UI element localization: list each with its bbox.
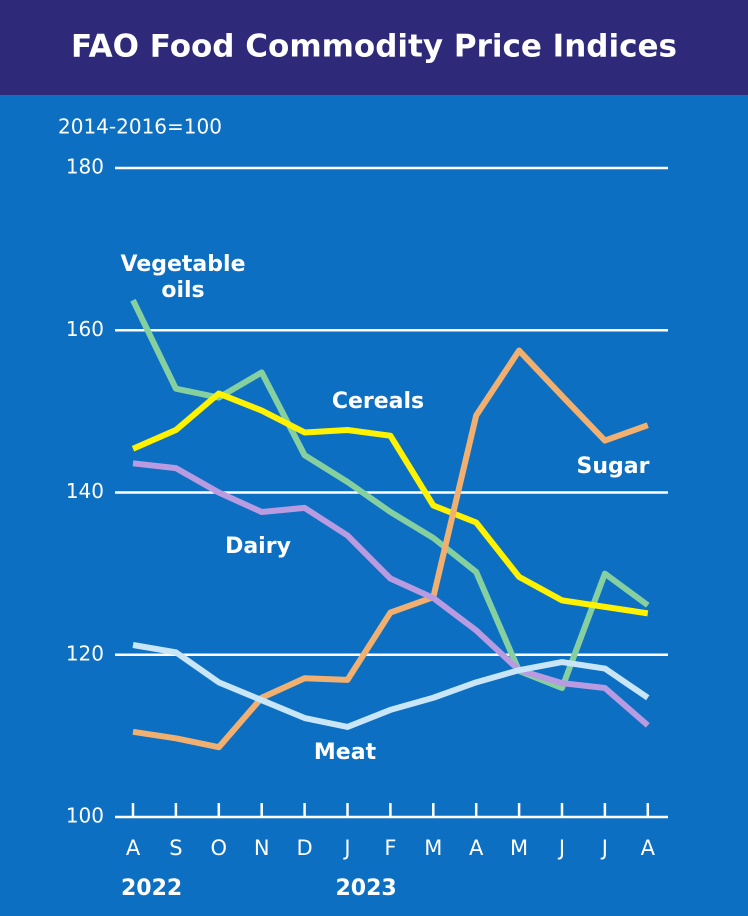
x-tick-label: M xyxy=(510,836,528,860)
y-axis-label: 2014-2016=100 xyxy=(58,115,222,139)
series-line xyxy=(130,298,650,692)
x-tick-label: S xyxy=(169,836,182,860)
x-tick-label: A xyxy=(469,836,484,860)
y-tick-label: 120 xyxy=(66,641,104,665)
series-line xyxy=(132,347,649,751)
chart-title: FAO Food Commodity Price Indices xyxy=(71,29,677,65)
x-tick-label: J xyxy=(557,836,565,860)
year-label: 2022 xyxy=(121,876,182,901)
x-tick-label: D xyxy=(297,836,313,860)
legend-label: Cereals xyxy=(332,389,424,414)
legend-label: Meat xyxy=(314,740,377,765)
y-tick-label: 100 xyxy=(66,804,104,828)
x-tick-label: J xyxy=(600,836,608,860)
x-tick-label: N xyxy=(254,836,270,860)
x-tick-label: A xyxy=(126,836,141,860)
x-tick-label: M xyxy=(424,836,442,860)
x-tick-label: A xyxy=(641,836,656,860)
y-tick-label: 160 xyxy=(66,317,104,341)
series-line xyxy=(132,460,650,728)
legend-label: Sugar xyxy=(577,454,650,479)
y-tick-label: 140 xyxy=(66,479,104,503)
y-tick-label: 180 xyxy=(66,155,104,179)
legend-label: Vegetable oils xyxy=(121,252,246,303)
series-line xyxy=(131,390,649,617)
title-band xyxy=(0,0,748,95)
x-tick-label: F xyxy=(384,836,396,860)
series-line xyxy=(132,642,650,730)
legend-label: Dairy xyxy=(225,534,291,559)
x-tick-label: J xyxy=(342,836,350,860)
x-tick-label: O xyxy=(211,836,228,860)
year-label: 2023 xyxy=(336,876,397,901)
